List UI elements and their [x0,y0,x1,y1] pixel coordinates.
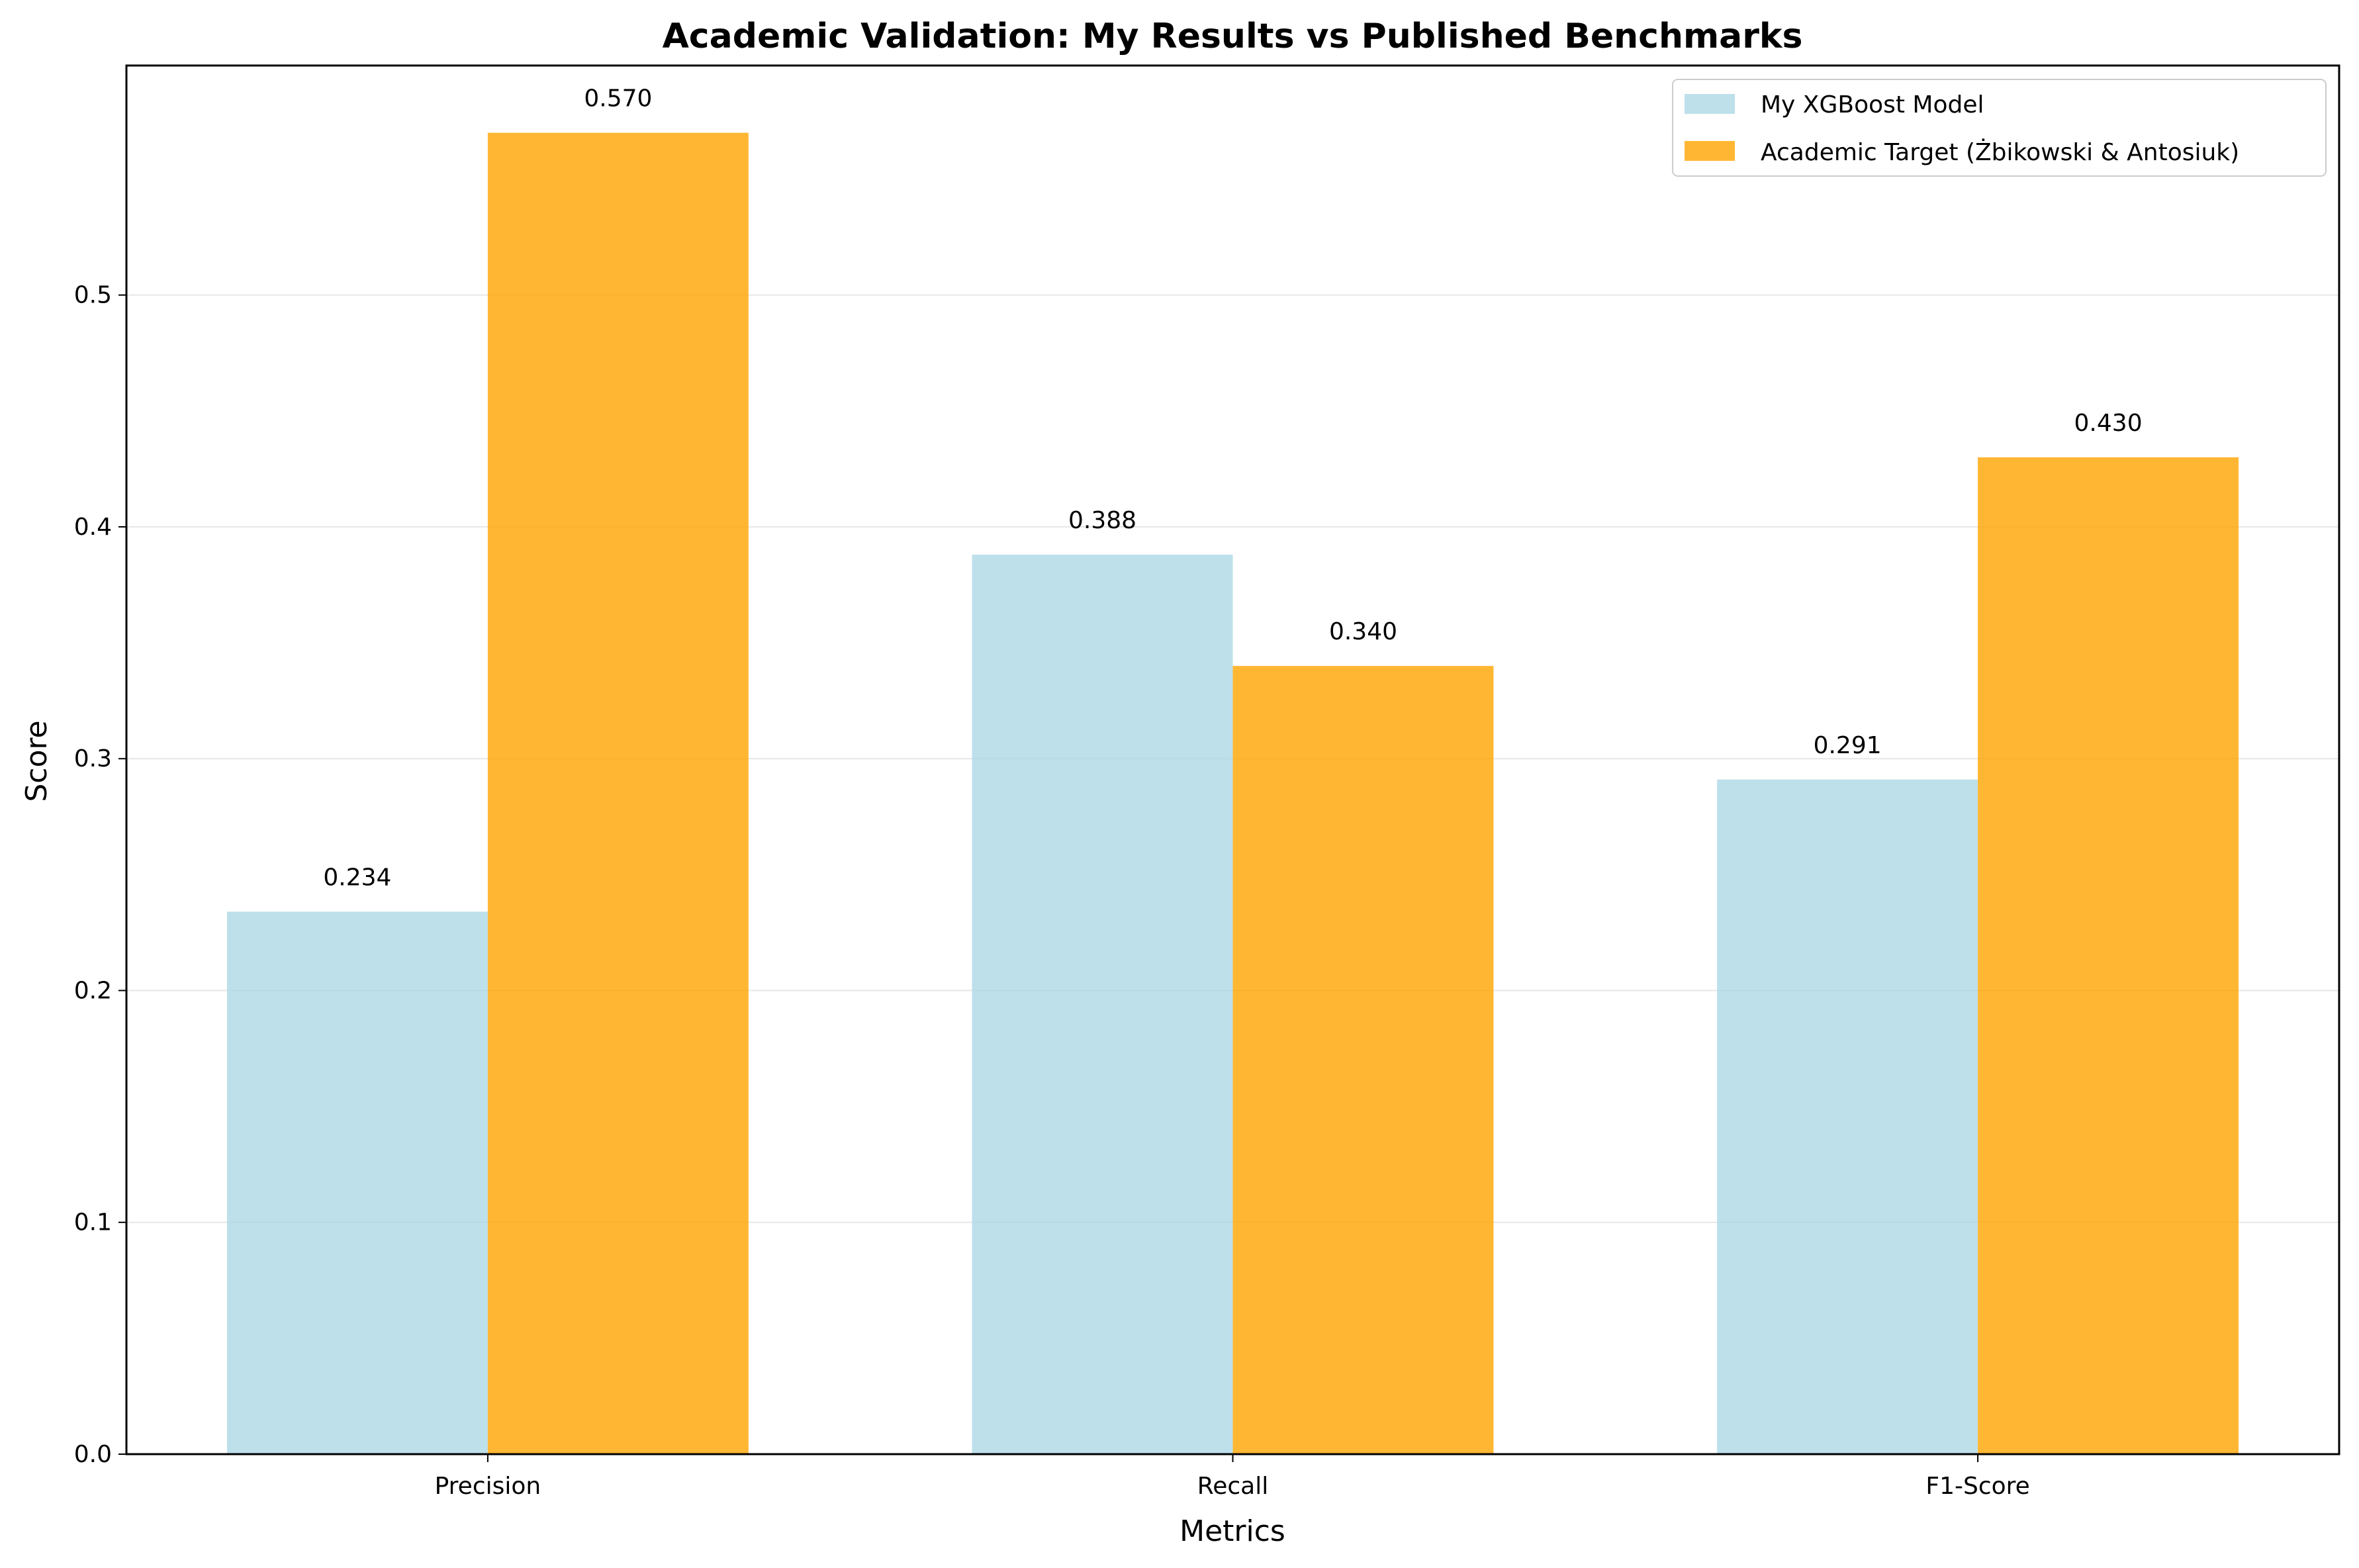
legend-label-my-xgboost: My XGBoost Model [1761,91,1984,118]
x-axis-label: Metrics [1180,1514,1285,1548]
bar-value-label: 0.234 [323,864,391,891]
bar-value-label: 0.291 [1814,732,1882,759]
chart-title: Academic Validation: My Results vs Publi… [663,17,1803,56]
bars [226,132,2239,1455]
y-tick-label: 0.1 [74,1209,112,1236]
x-tick-label: Recall [1197,1473,1268,1500]
legend-label-academic-target: Academic Target (Żbikowski & Antosiuk) [1761,138,2239,166]
bar-academic-target-recall [1232,666,1494,1454]
bar-academic-target-precision [487,132,749,1454]
legend-swatch-my-xgboost [1685,94,1735,114]
axis-ticks: 0.0 0.1 0.2 0.3 0.4 0.5 Precision Recall F1-Scor… [74,282,2030,1500]
y-axis-label: Score [20,720,54,802]
legend-frame [1672,79,2327,177]
y-tick-label: 0.4 [74,514,112,541]
y-tick-label: 0.3 [74,745,112,772]
legend: My XGBoost Model Academic Target (Żbikow… [1672,79,2327,177]
bar-value-label: 0.340 [1329,618,1397,645]
legend-swatch-academic-target [1685,141,1735,161]
bar-my-xgboost-f1-score [1717,779,1978,1454]
y-tick-label: 0.5 [74,282,112,309]
bar-value-label: 0.570 [584,85,652,113]
data-labels: 0.234 0.388 0.291 0.570 0.340 0.430 [323,85,2142,892]
x-tick-label: Precision [435,1473,541,1500]
bar-value-label: 0.388 [1068,507,1136,534]
y-tick-label: 0.0 [74,1441,112,1468]
bar-my-xgboost-recall [972,555,1233,1455]
y-tick-label: 0.2 [74,977,112,1004]
bar-value-label: 0.430 [2074,410,2143,437]
bar-my-xgboost-precision [226,911,488,1454]
x-tick-label: F1-Score [1925,1473,2029,1500]
bar-academic-target-f1-score [1978,457,2239,1454]
